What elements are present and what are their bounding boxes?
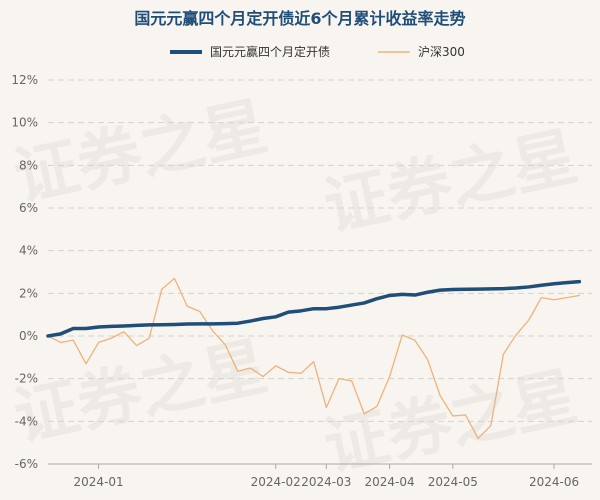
chart-title: 国元元赢四个月定开债近6个月累计收益率走势: [134, 9, 465, 28]
watermark-text: 证券之星: [8, 329, 274, 456]
watermark-text: 证券之星: [318, 359, 584, 486]
y-tick-label: 6%: [19, 201, 38, 215]
x-tick-label: 2024-04: [365, 475, 415, 489]
y-tick-label: 8%: [19, 158, 38, 172]
x-tick-label: 2024-06: [529, 475, 579, 489]
y-tick-label: 4%: [19, 244, 38, 258]
y-tick-label: -4%: [15, 414, 38, 428]
legend: 国元元赢四个月定开债 沪深300: [170, 44, 465, 59]
series-line-index: [47, 277, 580, 440]
plot-area: [46, 277, 582, 440]
y-tick-label: -6%: [15, 457, 38, 471]
y-tick-label: 10%: [11, 116, 38, 130]
legend-label-fund: 国元元赢四个月定开债: [210, 44, 330, 59]
x-tick-label: 2024-03: [301, 475, 351, 489]
y-tick-label: -2%: [15, 372, 38, 386]
y-axis: 12% 10% 8% 6% 4% 2% 0% -2% -4% -6%: [11, 73, 38, 471]
x-tick-label: 2024-05: [428, 475, 478, 489]
x-tick-label: 2024-01: [74, 475, 124, 489]
y-tick-label: 0%: [19, 329, 38, 343]
series-line-fund: [46, 279, 582, 338]
x-axis: 2024-01 2024-02 2024-03 2024-04 2024-05 2024-…: [48, 463, 592, 489]
legend-label-index: 沪深300: [418, 45, 465, 59]
y-tick-label: 2%: [19, 286, 38, 300]
y-tick-label: 12%: [11, 73, 38, 87]
watermark-text: 证券之星: [8, 89, 274, 216]
x-tick-label: 2024-02: [251, 475, 301, 489]
watermark-text: 证券之星: [318, 119, 584, 246]
